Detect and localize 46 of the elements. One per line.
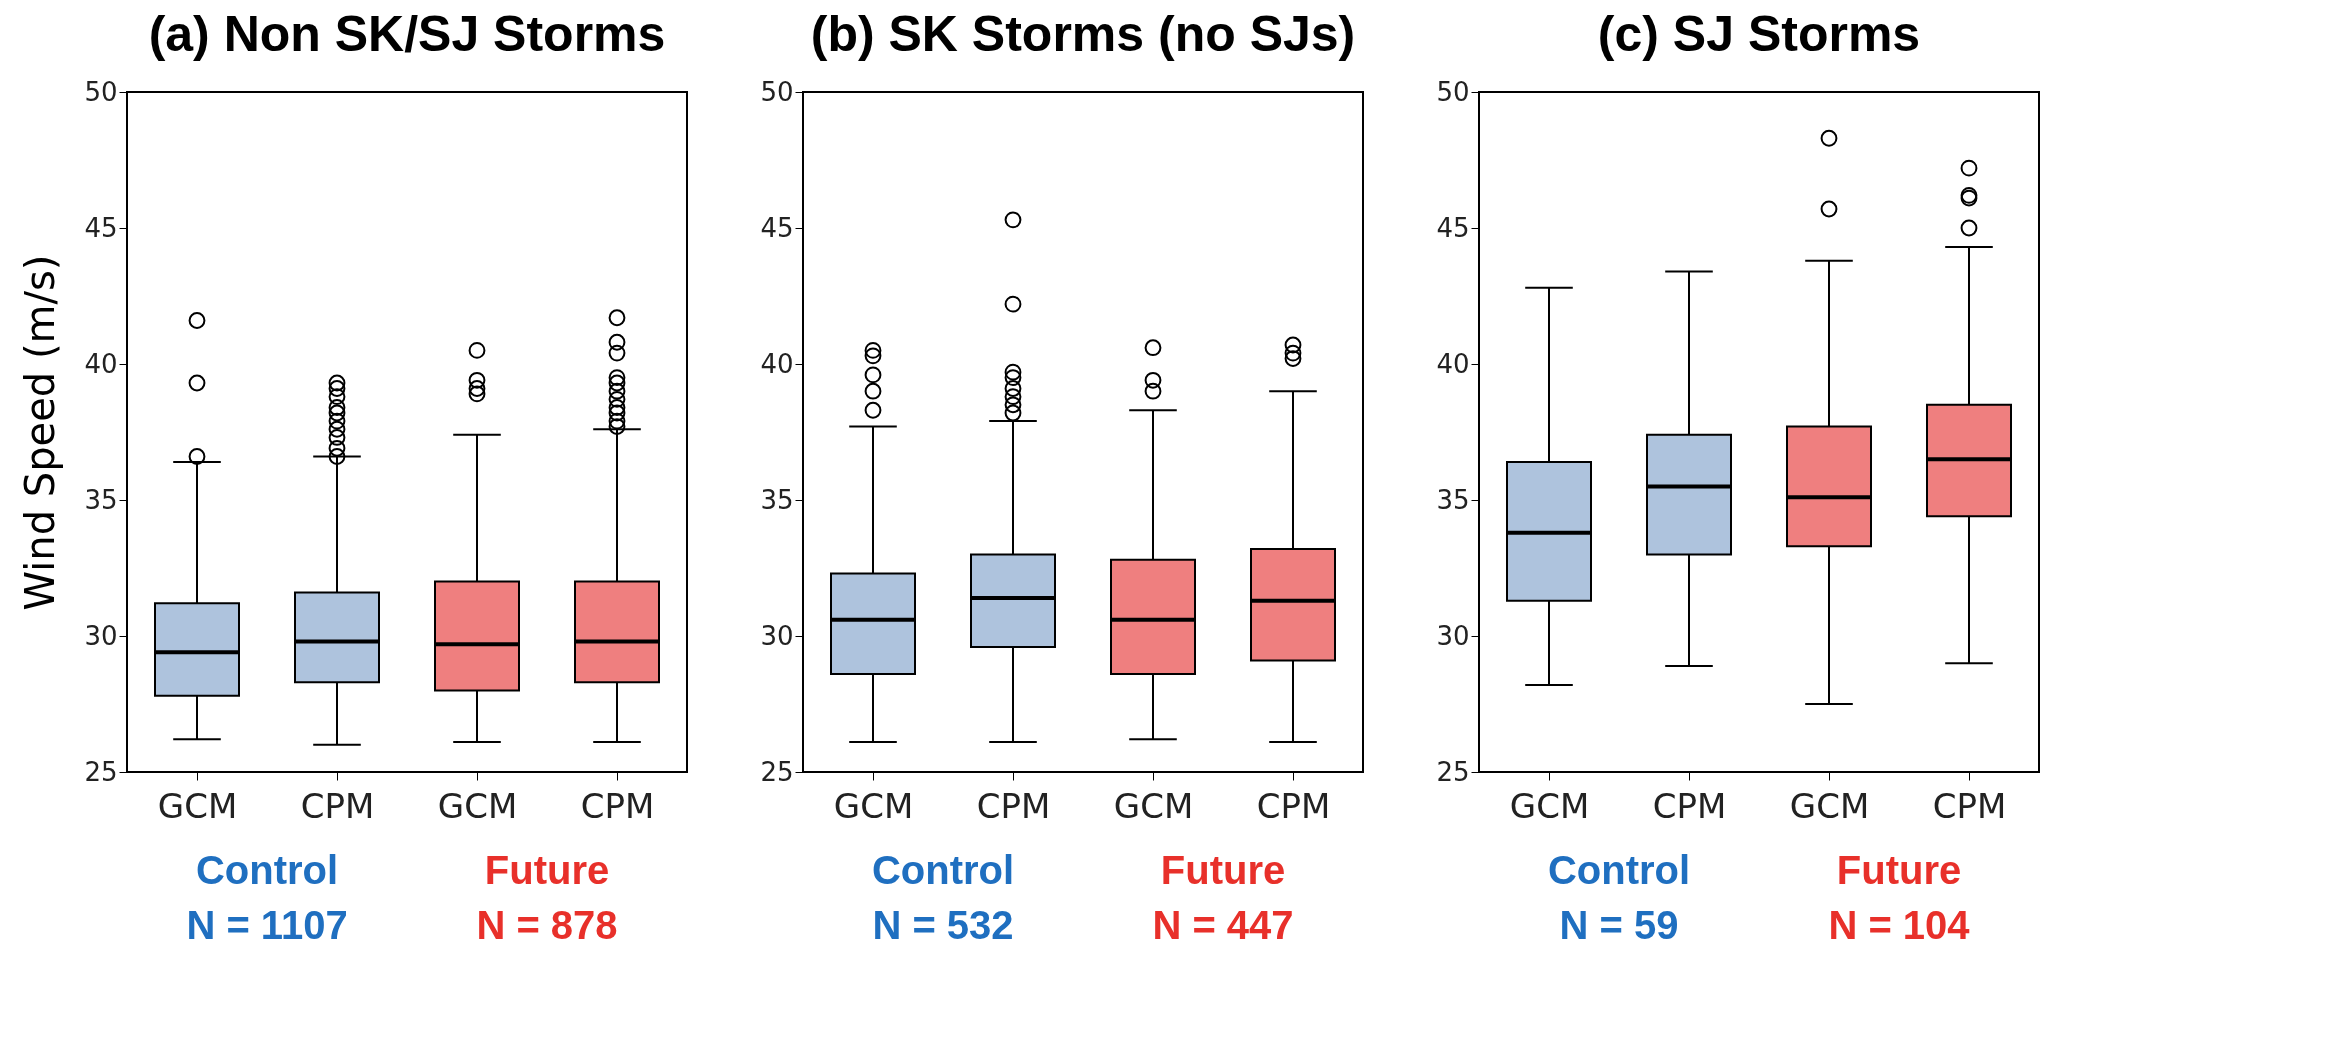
- text: Control: [871, 848, 1015, 892]
- y-axis-title: Wind Speed (m/s): [17, 254, 64, 611]
- text: Control: [1547, 848, 1691, 892]
- x-tick-label: GCM: [1789, 785, 1870, 826]
- y-tick-label: 25: [84, 756, 118, 787]
- x-tick-label: CPM: [1256, 785, 1331, 826]
- y-tick-label: 30: [84, 620, 118, 651]
- x-tick-label: GCM: [833, 785, 914, 826]
- x-tick-label: CPM: [976, 785, 1051, 826]
- y-tick-label: 50: [760, 76, 794, 107]
- x-tick-label: CPM: [1652, 785, 1727, 826]
- x-tick-label: GCM: [437, 785, 518, 826]
- chart-title: (b) SK Storms (no SJs): [810, 6, 1356, 62]
- y-tick-label: 50: [84, 76, 118, 107]
- text: N = 532: [872, 903, 1014, 947]
- y-tick-label: 45: [84, 212, 118, 243]
- text: Control: [195, 848, 339, 892]
- x-tick-label: CPM: [1932, 785, 2007, 826]
- text: Future: [484, 848, 610, 892]
- y-tick-label: 40: [1436, 348, 1470, 379]
- y-tick-label: 25: [760, 756, 794, 787]
- x-tick-label: GCM: [157, 785, 238, 826]
- x-tick-label: CPM: [580, 785, 655, 826]
- y-tick-label: 45: [760, 212, 794, 243]
- y-tick-label: 50: [1436, 76, 1470, 107]
- y-tick-label: 45: [1436, 212, 1470, 243]
- x-tick-label: CPM: [300, 785, 375, 826]
- chart-title: (a) Non SK/SJ Storms: [148, 6, 666, 62]
- text: Future: [1836, 848, 1962, 892]
- y-tick-label: 35: [760, 484, 794, 515]
- x-tick-label: GCM: [1509, 785, 1590, 826]
- y-tick-label: 30: [760, 620, 794, 651]
- text: N = 878: [476, 903, 618, 947]
- y-tick-label: 35: [84, 484, 118, 515]
- y-tick-label: 35: [1436, 484, 1470, 515]
- chart-title: (c) SJ Storms: [1597, 6, 1921, 62]
- y-tick-label: 40: [84, 348, 118, 379]
- y-tick-label: 30: [1436, 620, 1470, 651]
- text: N = 447: [1152, 903, 1294, 947]
- y-tick-label: 25: [1436, 756, 1470, 787]
- text: N = 59: [1559, 903, 1679, 947]
- text: N = 1107: [186, 903, 348, 947]
- text: N = 104: [1828, 903, 1971, 947]
- text: Future: [1160, 848, 1286, 892]
- x-tick-label: GCM: [1113, 785, 1194, 826]
- y-tick-label: 40: [760, 348, 794, 379]
